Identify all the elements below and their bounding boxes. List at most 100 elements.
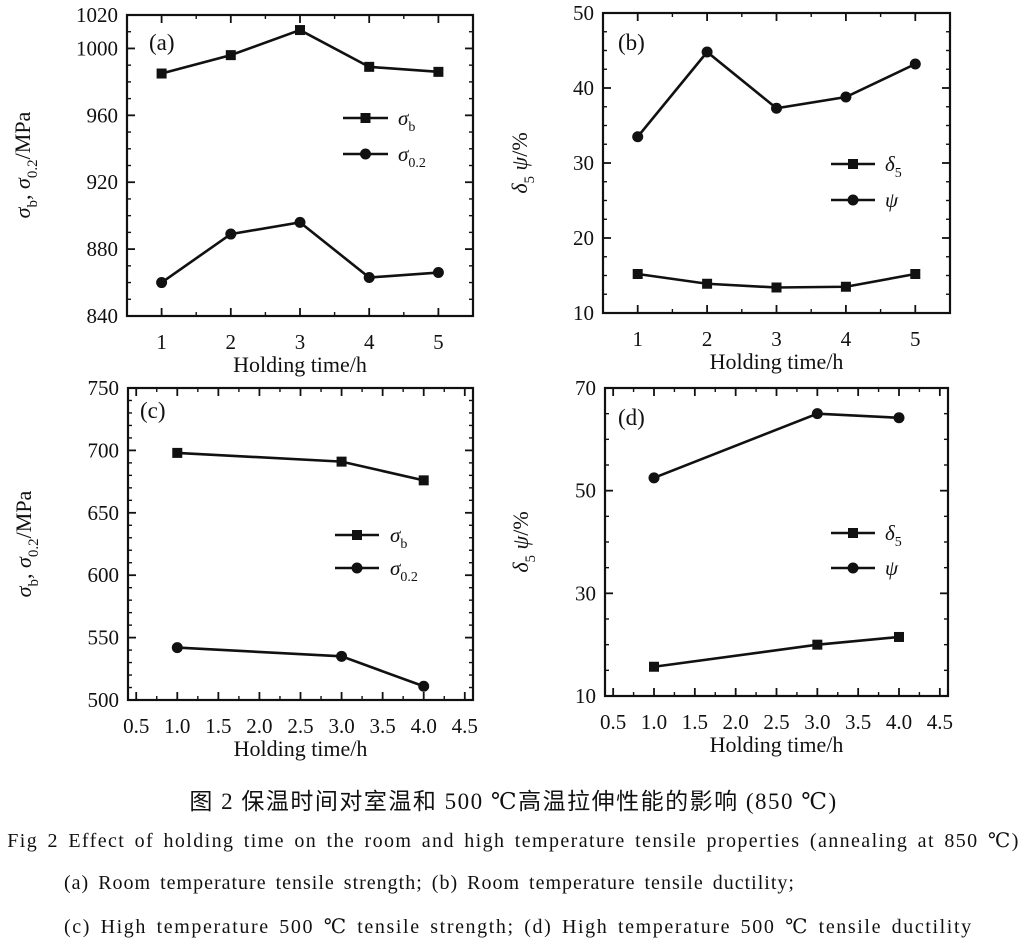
x-axis-title: Holding time/h (233, 352, 367, 377)
y-tick-label: 920 (87, 170, 119, 194)
y-tick-label: 10 (575, 684, 596, 708)
y-tick-label: 10 (573, 301, 594, 325)
chart-a-room-temp-strength: 1 2 3 4 5 840 880 920 960 1000 1020 σb σ0.2 (a) Holdin… (10, 3, 475, 377)
y-tick-label: 40 (573, 76, 594, 100)
x-tick-label: 3 (295, 330, 306, 354)
data-point-δ5 (771, 282, 782, 293)
legend-label-σb: σb (398, 106, 415, 135)
y-tick-label: 600 (88, 563, 120, 587)
x-tick-label: 4.5 (927, 710, 953, 734)
data-point-δ5 (812, 639, 823, 650)
y-tick-label: 750 (88, 380, 120, 400)
data-point-σb (225, 50, 236, 61)
x-tick-label: 5 (910, 327, 921, 351)
caption-sub-a-b: (a) Room temperature tensile strength; (… (64, 872, 795, 894)
data-point-σb (172, 447, 183, 458)
legend-label-δ5: δ5 (885, 521, 902, 550)
data-point-ψ (840, 91, 852, 103)
caption-sub-c-d: (c) High temperature 500 ℃ tensile stren… (64, 916, 973, 938)
legend-label-ψ: ψ (885, 188, 899, 212)
y-tick-label: 1000 (76, 36, 118, 60)
data-point-ψ (811, 408, 823, 420)
data-point-δ5 (894, 631, 904, 642)
series-line-σ0.2 (160, 220, 439, 284)
y-tick-label: 70 (575, 380, 596, 400)
series-line-σ0.2 (177, 646, 425, 688)
panel-letter-b: (b) (618, 30, 645, 55)
data-point-δ5 (840, 281, 851, 292)
series-line-σb (177, 451, 425, 482)
x-tick-label: 1 (156, 330, 167, 354)
x-tick-label: 3.0 (328, 714, 354, 738)
panel-letter-c: (c) (140, 398, 166, 423)
x-tick-label: 1.0 (641, 710, 667, 734)
x-tick-label: 4.5 (452, 714, 478, 738)
data-point-σ0.2 (418, 680, 430, 692)
x-tick-label: 3.0 (804, 710, 830, 734)
legend-label-δ5: δ5 (885, 152, 902, 181)
y-tick-label: 700 (88, 438, 120, 462)
data-point-σb (418, 475, 429, 486)
x-tick-label: 4 (841, 327, 852, 351)
data-point-σ0.2 (363, 272, 375, 284)
x-tick-label: 2.5 (763, 710, 789, 734)
legend-label-σb: σb (390, 523, 407, 552)
x-tick-label: 1.5 (205, 714, 231, 738)
legend-label-ψ: ψ (885, 556, 899, 580)
data-point-σb (295, 25, 305, 36)
legend-marker-ψ (847, 562, 859, 574)
chart-d-high-temp-ductility: 0.5 1.0 1.5 2.0 2.5 3.0 3.5 4.0 4.5 10 30 50 70 δ5 ψ (d… (508, 380, 953, 757)
y-axis-title: σb, σ0.2/MPa (11, 490, 42, 597)
plot-border (601, 11, 952, 315)
data-point-δ5 (649, 661, 659, 672)
series-line-σb (161, 28, 439, 75)
series-line-ψ (653, 412, 900, 480)
caption-chinese: 图 2 保温时间对室温和 500 ℃高温拉伸性能的影响 (850 ℃) (189, 789, 838, 814)
legend-marker-σb (360, 113, 371, 123)
y-axis-title: δ5 ψ/% (508, 511, 539, 572)
x-tick-label: 0.5 (600, 710, 626, 734)
legend-marker-σ0.2 (351, 562, 363, 574)
data-point-σb (156, 68, 167, 79)
chart-b-room-temp-ductility: 1 2 3 4 5 10 20 30 40 50 δ5 ψ (b) Holding time/h δ5 ψ/… (507, 1, 952, 374)
x-axis-title: Holding time/h (710, 349, 844, 374)
legend-marker-σb (352, 530, 362, 540)
series-line-δ5 (653, 635, 900, 669)
data-point-ψ (632, 131, 644, 143)
data-point-σ0.2 (156, 277, 168, 289)
x-tick-label: 1.5 (682, 710, 708, 734)
data-point-σb (364, 61, 375, 72)
panel-letter-a: (a) (149, 30, 175, 55)
x-tick-label: 2 (702, 327, 713, 351)
data-point-ψ (771, 102, 782, 114)
legend-marker-δ5 (848, 159, 858, 169)
x-tick-label: 2 (226, 330, 237, 354)
y-axis-title: δ5 ψ/% (507, 132, 538, 193)
x-tick-label: 3.5 (845, 710, 871, 734)
legend-marker-σ0.2 (360, 148, 371, 160)
data-point-σ0.2 (294, 216, 306, 228)
x-tick-label: 4.0 (886, 710, 912, 734)
y-tick-label: 50 (573, 1, 594, 25)
y-tick-label: 50 (575, 479, 596, 503)
data-point-σ0.2 (336, 650, 348, 662)
data-point-δ5 (702, 278, 713, 289)
y-tick-label: 960 (87, 103, 119, 127)
data-point-σ0.2 (225, 228, 237, 240)
y-tick-label: 550 (88, 626, 120, 650)
data-point-ψ (648, 472, 660, 484)
data-point-δ5 (910, 269, 921, 279)
data-point-σ0.2 (171, 642, 183, 654)
x-tick-label: 4 (364, 330, 375, 354)
data-point-ψ (909, 58, 921, 70)
y-tick-label: 1020 (76, 3, 118, 27)
x-tick-label: 5 (433, 330, 444, 354)
y-tick-label: 650 (88, 501, 120, 525)
x-tick-label: 2.5 (287, 714, 313, 738)
y-axis-title: σb, σ0.2/MPa (10, 111, 41, 218)
y-tick-label: 500 (88, 688, 120, 712)
x-tick-label: 2.0 (246, 714, 272, 738)
x-tick-label: 1.0 (164, 714, 190, 738)
y-tick-label: 880 (87, 237, 119, 261)
legend-label-σ0.2: σ0.2 (398, 142, 426, 171)
